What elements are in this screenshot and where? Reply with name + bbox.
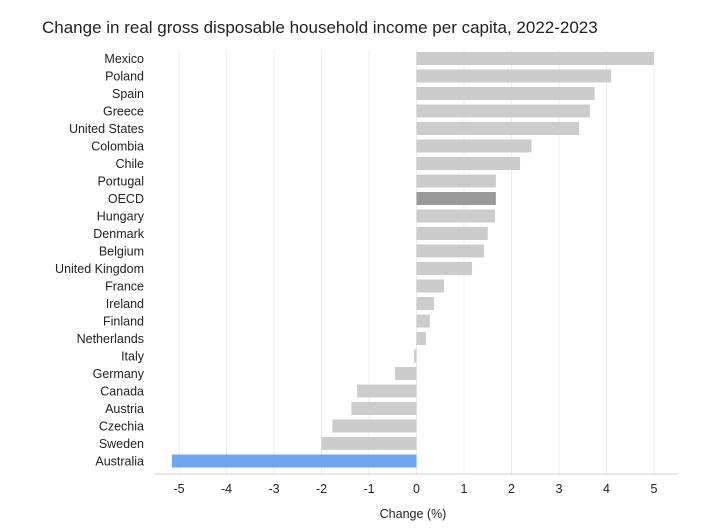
category-label: Australia bbox=[95, 455, 144, 469]
category-label: Mexico bbox=[104, 52, 144, 66]
bar-hungary bbox=[416, 209, 495, 223]
category-label: Sweden bbox=[99, 437, 144, 451]
category-label: Germany bbox=[93, 367, 145, 381]
bar-netherlands bbox=[416, 332, 426, 345]
x-tick-label: -1 bbox=[363, 482, 374, 496]
bar-colombia bbox=[416, 139, 532, 153]
bar-france bbox=[416, 279, 445, 293]
category-label: United States bbox=[69, 122, 144, 136]
category-label: OECD bbox=[108, 192, 144, 206]
grid-lines bbox=[178, 50, 655, 474]
category-label: Ireland bbox=[106, 297, 144, 311]
x-tick-label: -5 bbox=[173, 482, 184, 496]
chart-title: Change in real gross disposable househol… bbox=[42, 18, 598, 37]
category-label: Portugal bbox=[97, 175, 144, 189]
x-tick-label: -3 bbox=[268, 482, 279, 496]
bar-united-states bbox=[416, 122, 579, 135]
bar-oecd bbox=[416, 192, 496, 205]
bar-austria bbox=[351, 402, 417, 415]
category-label: Denmark bbox=[93, 227, 144, 241]
x-tick-label: -4 bbox=[221, 482, 232, 496]
category-label: Poland bbox=[105, 70, 144, 84]
bar-mexico bbox=[416, 52, 654, 65]
x-tick-label: 4 bbox=[603, 482, 610, 496]
bar-belgium bbox=[416, 244, 484, 258]
category-label: Greece bbox=[103, 105, 144, 119]
bar-ireland bbox=[416, 297, 435, 310]
bar-italy bbox=[414, 349, 417, 363]
category-label: Finland bbox=[103, 315, 144, 329]
bar-united-kingdom bbox=[416, 262, 473, 275]
x-tick-label: 0 bbox=[413, 482, 420, 496]
x-tick-label: -2 bbox=[316, 482, 327, 496]
category-label: Canada bbox=[100, 385, 144, 399]
bar-poland bbox=[416, 69, 612, 83]
category-label: Hungary bbox=[97, 210, 145, 224]
x-tick-labels: -5 -4 -3 -2 -1 0 1 2 3 4 5 bbox=[173, 482, 657, 496]
bar-germany bbox=[395, 367, 417, 380]
bar-spain bbox=[416, 87, 595, 100]
bar-finland bbox=[416, 314, 430, 328]
bar-portugal bbox=[416, 174, 496, 188]
bar-sweden bbox=[321, 437, 417, 450]
category-label: United Kingdom bbox=[55, 262, 144, 276]
x-tick-label: 1 bbox=[461, 482, 468, 496]
category-label: Belgium bbox=[99, 245, 144, 259]
category-labels: Mexico Poland Spain Greece United States Colo… bbox=[55, 52, 145, 469]
x-tick-label: 5 bbox=[651, 482, 658, 496]
category-label: France bbox=[105, 280, 144, 294]
category-label: Chile bbox=[116, 157, 145, 171]
x-axis-title: Change (%) bbox=[380, 507, 447, 521]
category-label: Netherlands bbox=[77, 332, 144, 346]
category-label: Italy bbox=[121, 350, 145, 364]
category-label: Colombia bbox=[91, 140, 144, 154]
bar-canada bbox=[357, 384, 417, 398]
category-label: Spain bbox=[112, 87, 144, 101]
bar-australia bbox=[171, 454, 417, 468]
bar-czechia bbox=[332, 419, 417, 433]
category-label: Czechia bbox=[99, 420, 144, 434]
bars bbox=[171, 52, 654, 468]
category-label: Austria bbox=[105, 402, 144, 416]
x-tick-label: 3 bbox=[556, 482, 563, 496]
x-tick-label: 2 bbox=[508, 482, 515, 496]
bar-greece bbox=[416, 104, 590, 118]
bar-denmark bbox=[416, 227, 488, 240]
bar-chile bbox=[416, 157, 521, 170]
